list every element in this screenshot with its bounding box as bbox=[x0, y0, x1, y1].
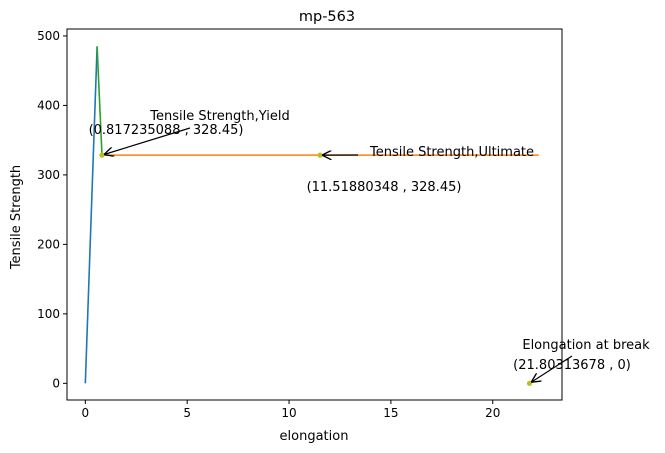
annotation-arrow-3 bbox=[532, 355, 573, 382]
x-tick-label-1: 5 bbox=[183, 406, 191, 420]
annotation-label-2: Tensile Strength,Ultimate bbox=[369, 145, 534, 160]
data-point-3 bbox=[526, 380, 533, 386]
x-tick-label-2: 10 bbox=[281, 406, 296, 420]
y-tick-label-1: 100 bbox=[37, 307, 60, 321]
series-line-1 bbox=[84, 46, 98, 384]
y-tick-label-2: 200 bbox=[37, 237, 60, 251]
axes-frame bbox=[66, 28, 563, 401]
annotation-value-1: (0.817235088 , 328.45) bbox=[89, 123, 244, 138]
y-axis-label: Tensile Strength bbox=[9, 165, 24, 270]
y-tick-label-3: 300 bbox=[37, 168, 60, 182]
y-tick-label-0: 0 bbox=[52, 376, 60, 390]
data-point-2 bbox=[317, 152, 323, 158]
annotation-label-3: Elongation at break bbox=[522, 338, 650, 353]
x-tick-label-4: 20 bbox=[485, 406, 500, 420]
x-tick-label-3: 15 bbox=[383, 406, 398, 420]
annotation-value-3: (21.80313678 , 0) bbox=[513, 358, 631, 373]
annotation-value-2: (11.51880348 , 328.45) bbox=[307, 180, 462, 195]
chart-title: mp-563 bbox=[299, 9, 355, 25]
annotation-arrow-1 bbox=[105, 127, 191, 154]
y-tick-label-5: 500 bbox=[37, 29, 60, 43]
series-line-3 bbox=[96, 46, 103, 156]
data-point-1 bbox=[99, 152, 105, 158]
annotation-label-1: Tensile Strength,Yield bbox=[149, 109, 289, 124]
plot-area: Tensile Strength,Yield(0.817235088 , 328… bbox=[37, 28, 650, 420]
y-tick-label-4: 400 bbox=[37, 98, 60, 112]
x-axis-label: elongation bbox=[280, 429, 349, 444]
x-tick-label-0: 0 bbox=[82, 406, 90, 420]
